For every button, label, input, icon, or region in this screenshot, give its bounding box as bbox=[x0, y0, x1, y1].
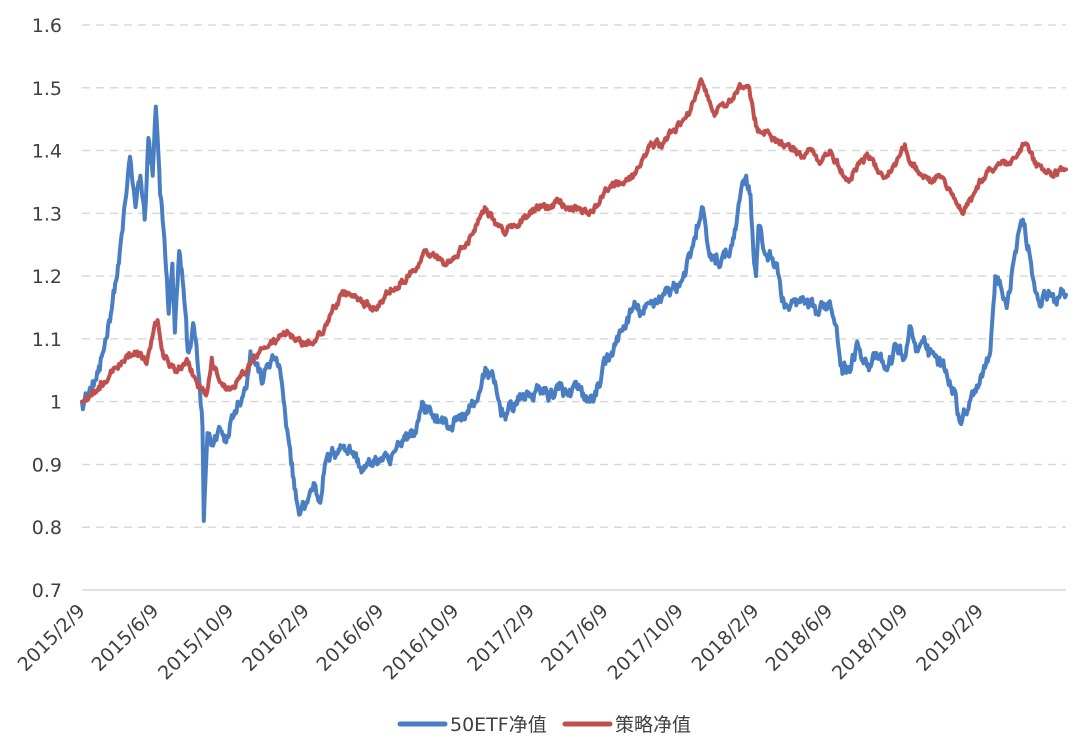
y-tick-label: 1.5 bbox=[32, 78, 62, 100]
y-tick-label: 1 bbox=[50, 392, 62, 414]
x-tick-label: 2018/2/9 bbox=[688, 600, 764, 676]
series-line-1 bbox=[80, 77, 1068, 404]
y-axis-ticks: 0.7 0.8 0.9 1 1.1 1.2 1.3 1.4 1.5 1.6 bbox=[32, 15, 62, 602]
x-tick-label: 2017/2/9 bbox=[463, 600, 539, 676]
x-tick-label: 2017/10/9 bbox=[603, 600, 687, 684]
series-line-0 bbox=[80, 104, 1068, 523]
legend-label: 50ETF净值 bbox=[450, 714, 547, 736]
legend-label: 策略净值 bbox=[615, 714, 691, 736]
x-tick-label: 2015/6/9 bbox=[87, 600, 163, 676]
x-tick-label: 2016/2/9 bbox=[238, 600, 314, 676]
series-lines bbox=[80, 77, 1068, 523]
y-tick-label: 0.7 bbox=[32, 580, 62, 602]
x-tick-label: 2015/2/9 bbox=[14, 600, 90, 676]
y-tick-label: 1.4 bbox=[32, 141, 62, 163]
y-tick-label: 1.3 bbox=[32, 203, 62, 225]
y-tick-label: 0.9 bbox=[32, 454, 62, 476]
x-tick-label: 2017/6/9 bbox=[537, 600, 613, 676]
y-tick-label: 1.2 bbox=[32, 266, 62, 288]
y-tick-label: 0.8 bbox=[32, 517, 62, 539]
legend: 50ETF净值 策略净值 bbox=[397, 714, 691, 736]
x-tick-label: 2015/10/9 bbox=[154, 600, 238, 684]
y-tick-label: 1.1 bbox=[32, 329, 62, 351]
x-tick-label: 2019/2/9 bbox=[912, 600, 988, 676]
x-tick-label: 2018/6/9 bbox=[761, 600, 837, 676]
y-tick-label: 1.6 bbox=[32, 15, 62, 37]
x-tick-label: 2016/6/9 bbox=[313, 600, 389, 676]
x-tick-label: 2018/10/9 bbox=[828, 600, 912, 684]
grid-lines bbox=[82, 24, 1066, 591]
x-tick-label: 2016/10/9 bbox=[379, 600, 463, 684]
